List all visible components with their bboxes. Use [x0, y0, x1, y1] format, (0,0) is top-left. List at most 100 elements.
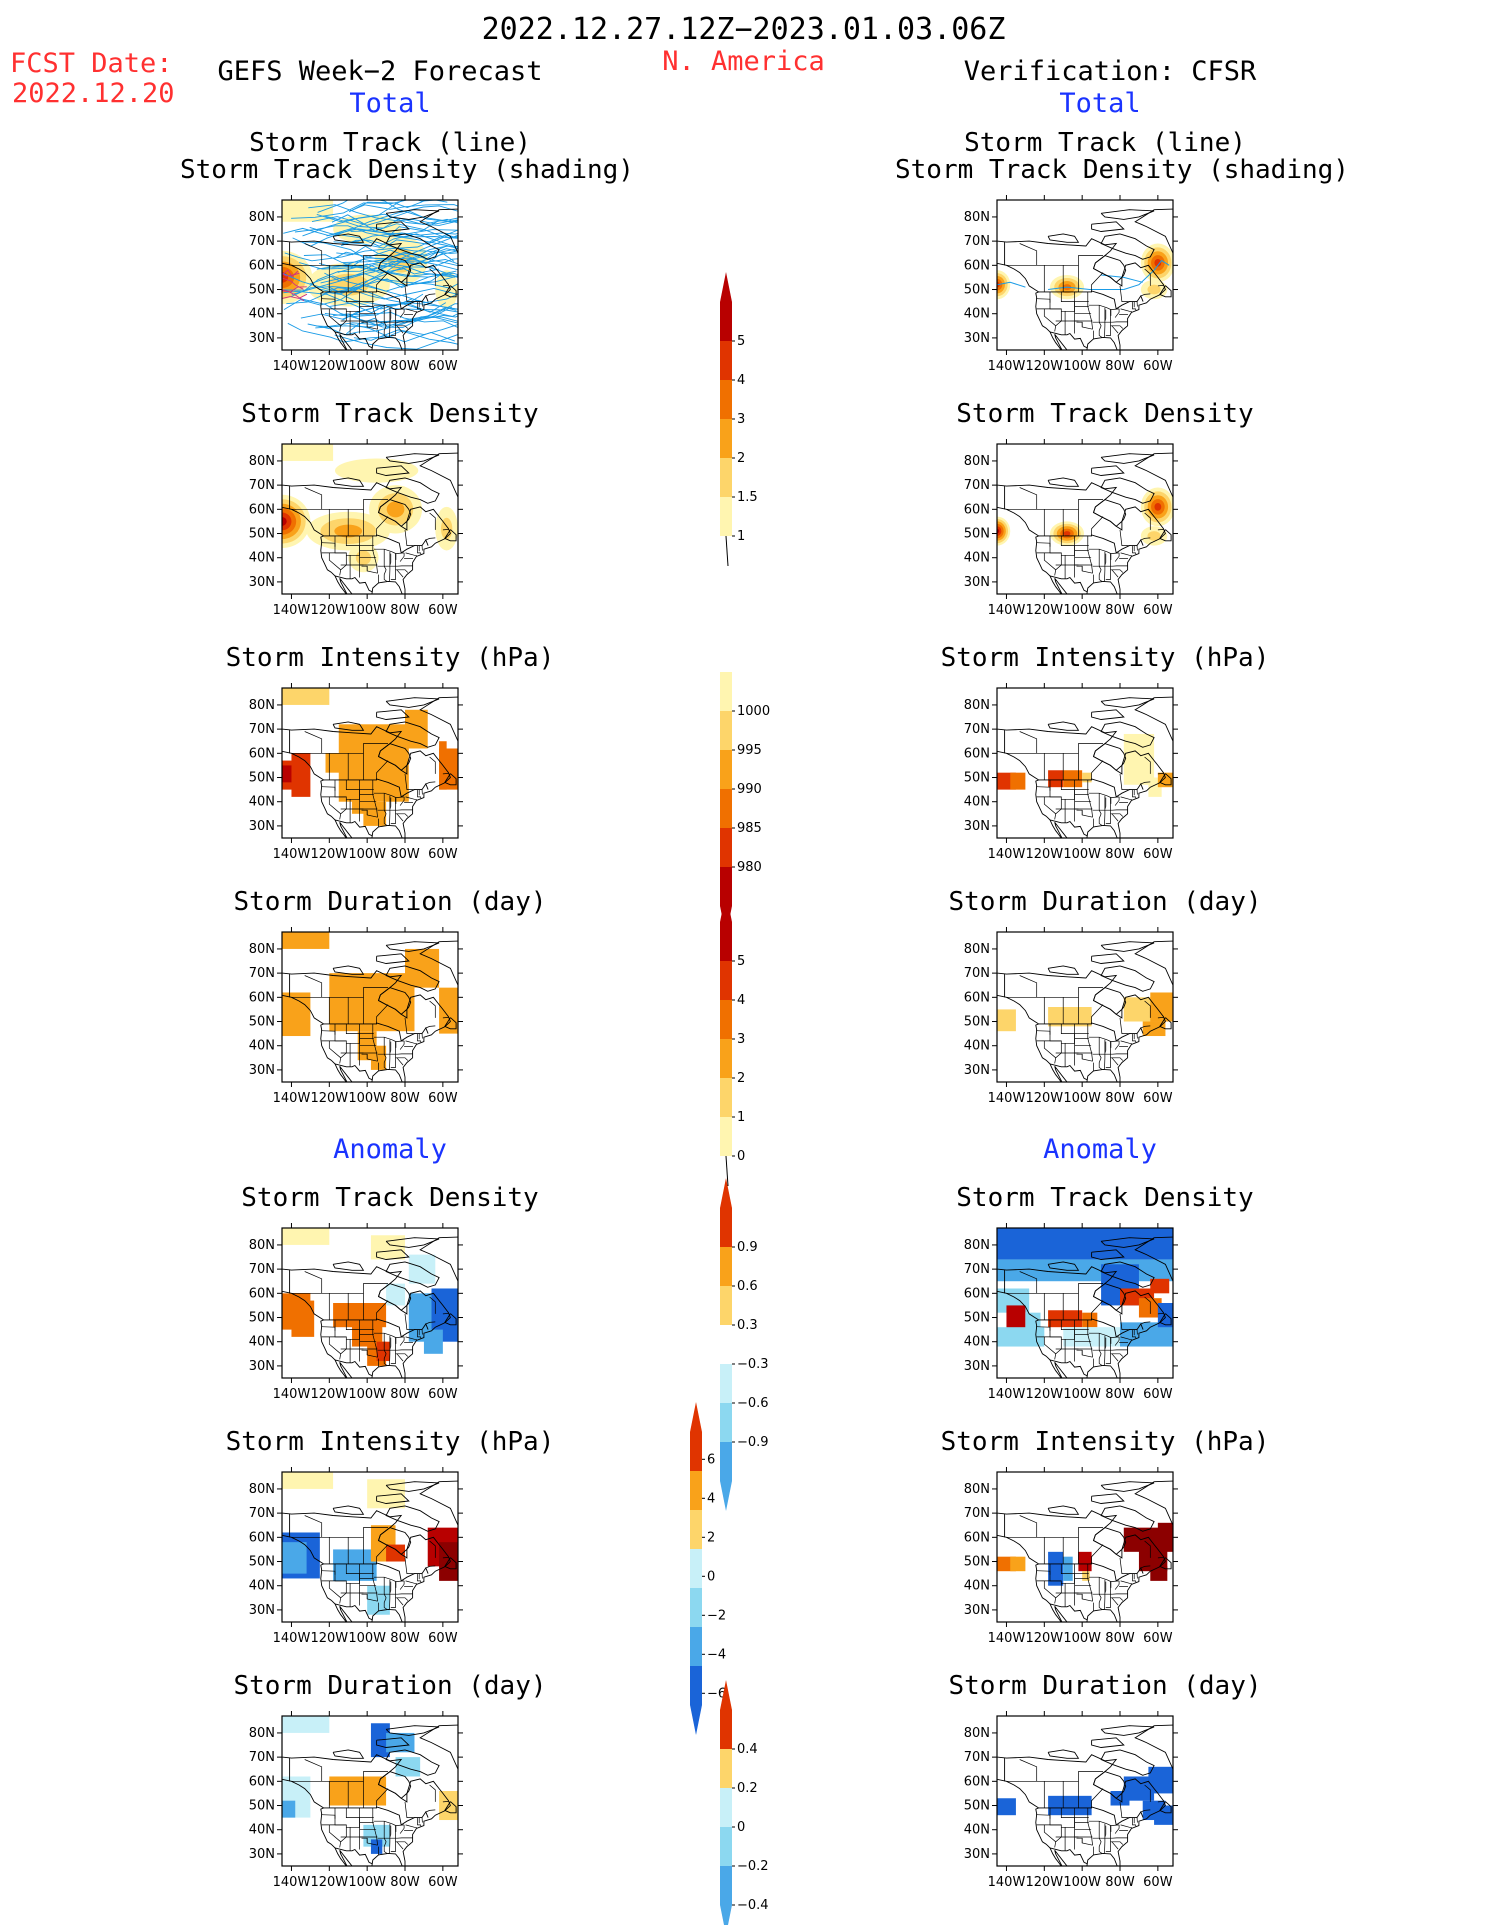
- state-border: [1049, 291, 1062, 332]
- right-anomaly-label: Anomaly: [1043, 1134, 1157, 1165]
- storm-track-line: [317, 200, 458, 222]
- map-content: [282, 688, 458, 838]
- state-border: [1110, 569, 1124, 573]
- province-border: [1119, 285, 1131, 302]
- colorbar-segment: [720, 750, 732, 789]
- shaded-cell: [1063, 1327, 1121, 1347]
- hudson-bay-coast: [378, 987, 412, 1015]
- lon-tick-label: 60W: [428, 359, 458, 374]
- province-border: [291, 255, 388, 266]
- panel-title-density-left: Storm Track Density: [241, 399, 539, 429]
- island-coastline: [419, 940, 458, 986]
- storm-track-line: [300, 241, 455, 265]
- shaded-cell: [1150, 1278, 1170, 1294]
- island-coastline: [1100, 1261, 1155, 1288]
- lon-tick-label: 140W: [273, 1875, 311, 1890]
- colorbar-label: 985: [737, 821, 762, 836]
- province-border: [425, 1809, 436, 1813]
- province-border: [429, 756, 436, 774]
- state-border: [373, 1332, 405, 1338]
- island-coastline: [1100, 721, 1155, 748]
- storm-track-line: [287, 322, 455, 343]
- colorbar-label: 995: [737, 743, 762, 758]
- map-content: [282, 1716, 458, 1866]
- lon-tick-label: 60W: [428, 1091, 458, 1106]
- island-coastline: [1047, 1749, 1080, 1759]
- lat-tick-label: 50N: [964, 527, 990, 542]
- province-border: [376, 272, 389, 292]
- lon-tick-label: 80W: [390, 847, 420, 862]
- lat-tick-label: 80N: [964, 1482, 990, 1497]
- province-border: [291, 1527, 388, 1538]
- shaded-cell: [282, 1228, 330, 1245]
- storm-track-line: [334, 334, 458, 350]
- shaded-cell: [1078, 1551, 1092, 1572]
- state-border: [1120, 796, 1132, 800]
- state-border: [1036, 1570, 1051, 1575]
- state-border: [1049, 1319, 1062, 1360]
- island-coastline: [1047, 477, 1080, 487]
- lat-tick-label: 50N: [249, 1799, 275, 1814]
- province-border: [1144, 268, 1151, 286]
- state-border: [1105, 1041, 1111, 1068]
- colorbar-segment: [720, 1247, 732, 1286]
- lat-tick-label: 30N: [249, 1359, 275, 1374]
- island-coastline: [332, 721, 365, 731]
- island-coastline: [1159, 285, 1172, 298]
- island-coastline: [1134, 452, 1173, 498]
- shaded-cell: [1048, 770, 1064, 788]
- state-border: [328, 1824, 341, 1843]
- island-coastline: [385, 721, 440, 748]
- colorbar-segment: [720, 1364, 732, 1403]
- colorbar-intensity-anomaly: 6 4 2 0 −2 −4 −6: [690, 1402, 726, 1735]
- island-coastline: [1159, 529, 1172, 542]
- island-coastline: [1100, 1481, 1155, 1492]
- state-border: [1114, 308, 1120, 318]
- storm-track-line: [337, 248, 458, 273]
- map-content: [997, 1472, 1173, 1622]
- colorbar-bottom-arrow: [720, 1481, 732, 1511]
- state-border: [373, 792, 405, 798]
- colorbar-segment: [690, 1588, 702, 1627]
- lon-tick-label: 140W: [273, 1091, 311, 1106]
- lon-tick-label: 60W: [1143, 1091, 1173, 1106]
- province-border: [404, 1017, 416, 1034]
- storm-track-line: [326, 228, 458, 239]
- state-border: [321, 1570, 336, 1575]
- colorbar-top-arrow: [720, 272, 732, 302]
- lon-tick-label: 100W: [1063, 1875, 1101, 1890]
- state-border: [373, 1036, 405, 1042]
- density-contour: [1147, 531, 1161, 541]
- country-border: [1049, 1063, 1088, 1081]
- province-border: [425, 293, 436, 297]
- island-coastline: [376, 1249, 410, 1260]
- island-coastline: [1159, 773, 1172, 786]
- island-coastline: [376, 221, 410, 232]
- shaded-cell: [439, 1542, 458, 1581]
- colorbar-label: 6: [707, 1452, 715, 1467]
- storm-track-line: [350, 227, 458, 250]
- density-contour: [435, 270, 458, 309]
- province-border: [1119, 1557, 1131, 1574]
- lon-tick-label: 80W: [390, 603, 420, 618]
- island-coastline: [419, 452, 458, 498]
- lon-tick-label: 60W: [428, 847, 458, 862]
- country-border: [334, 575, 373, 593]
- shaded-cell: [344, 1781, 377, 1801]
- state-border: [383, 305, 388, 338]
- province-border: [1006, 499, 1103, 510]
- state-border: [389, 553, 392, 566]
- island-coastline: [444, 1017, 457, 1030]
- lon-tick-label: 100W: [348, 1387, 386, 1402]
- map-intensity-anomaly-verification: 80N 70N 60N 50N 40N 30N 140W 120W 100W 80W 60W: [964, 1467, 1178, 1646]
- colorbar-label: 2: [707, 1530, 715, 1545]
- panel-subtitle-track-line-right: Storm Track Density (shading): [895, 155, 1349, 185]
- state-border: [321, 298, 336, 303]
- state-border: [416, 1033, 422, 1043]
- state-border: [383, 1037, 388, 1070]
- storm-track-line: [1048, 286, 1124, 290]
- province-border: [1157, 1313, 1164, 1315]
- shaded-cell: [282, 1542, 307, 1574]
- density-contour: [1154, 503, 1162, 511]
- colorbar-label: 5: [737, 954, 745, 969]
